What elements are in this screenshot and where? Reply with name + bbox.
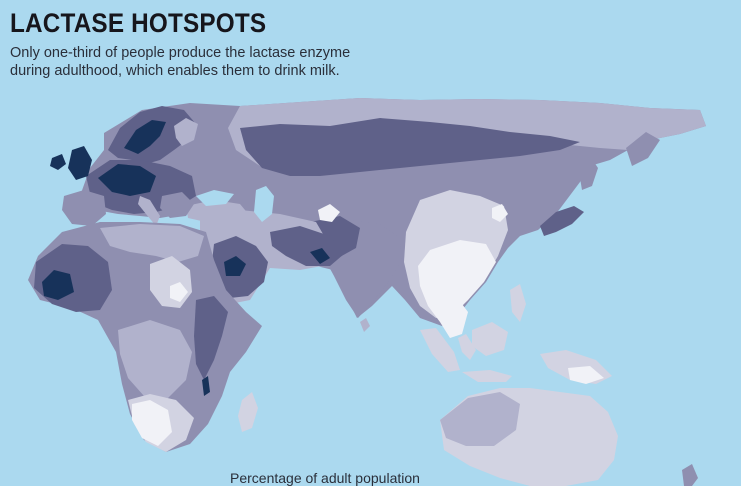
philippines-region [510, 284, 526, 322]
arabia-dark-spot [224, 256, 246, 276]
central-africa-region [118, 320, 192, 398]
subtitle-line-1: Only one-third of people produce the lac… [10, 45, 351, 61]
iberia-region [62, 190, 106, 226]
new-guinea-light [568, 366, 604, 384]
lake-victoria-dark [202, 376, 210, 396]
subtitle-line-2: during adulthood, which enables them to … [10, 63, 340, 79]
east-asia-region [418, 240, 496, 322]
central-europe-dark [98, 164, 156, 196]
sakhalin-region [578, 156, 598, 190]
malay-peninsula [458, 334, 476, 360]
british-isles-region [68, 146, 92, 180]
new-zealand-region [682, 464, 698, 486]
sri-lanka-region [360, 318, 370, 332]
central-asia-region [240, 118, 580, 176]
southern-africa-light [132, 400, 172, 446]
aral-spot [318, 204, 340, 222]
borneo-region [472, 322, 508, 356]
japan-region [540, 206, 584, 236]
madagascar-region [238, 392, 258, 432]
finland-region [174, 118, 198, 146]
black-sea [196, 190, 234, 206]
kamchatka-region [626, 132, 660, 166]
persia-dark-spot [310, 248, 330, 264]
eurasia-landmass [80, 98, 706, 326]
legend-caption: Percentage of adult population [230, 470, 420, 486]
sudan-light [170, 282, 188, 302]
ireland-region [50, 154, 66, 170]
balkans-region [160, 192, 194, 218]
sahel-dark [42, 270, 74, 300]
anatolia-region [186, 200, 250, 222]
java-region [462, 370, 512, 382]
australia-west [440, 392, 520, 446]
indochina-region [440, 296, 468, 338]
italy-region [138, 196, 160, 226]
north-africa-region [100, 224, 204, 262]
scandinavia-dark [124, 120, 166, 154]
korea-region [492, 204, 508, 222]
map-subtitle: Only one-third of people produce the lac… [10, 44, 350, 80]
sumatra-region [420, 328, 460, 372]
map-title: LACTASE HOTSPOTS [10, 8, 267, 38]
caspian-sea [254, 186, 274, 222]
east-africa-region [194, 296, 228, 380]
